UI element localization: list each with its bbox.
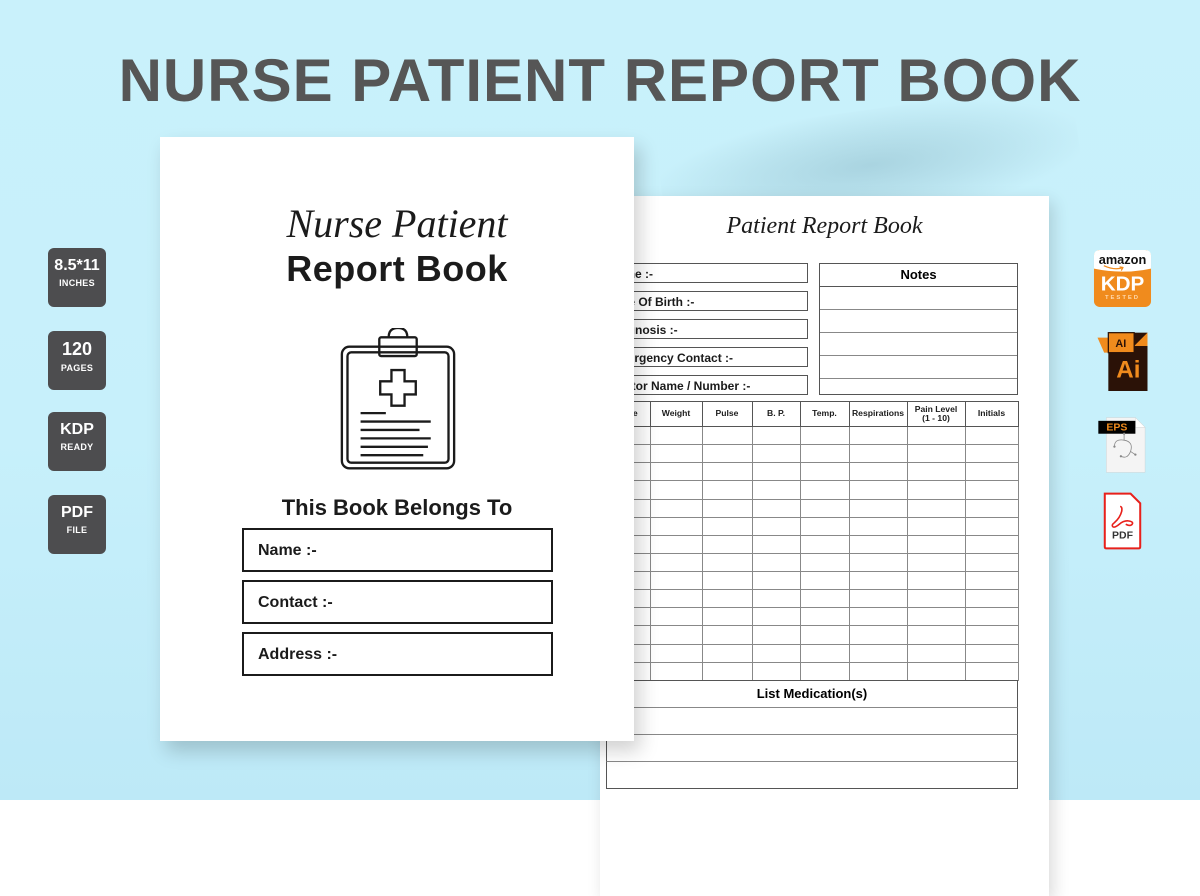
svg-text:EPS: EPS xyxy=(1106,423,1127,434)
svg-text:PDF: PDF xyxy=(1112,531,1134,542)
svg-text:amazon: amazon xyxy=(1099,252,1147,267)
svg-text:TESTED: TESTED xyxy=(1105,295,1140,301)
svg-text:Ai: Ai xyxy=(1116,357,1140,384)
svg-text:KDP: KDP xyxy=(1101,272,1145,295)
svg-text:AI: AI xyxy=(1115,338,1126,350)
